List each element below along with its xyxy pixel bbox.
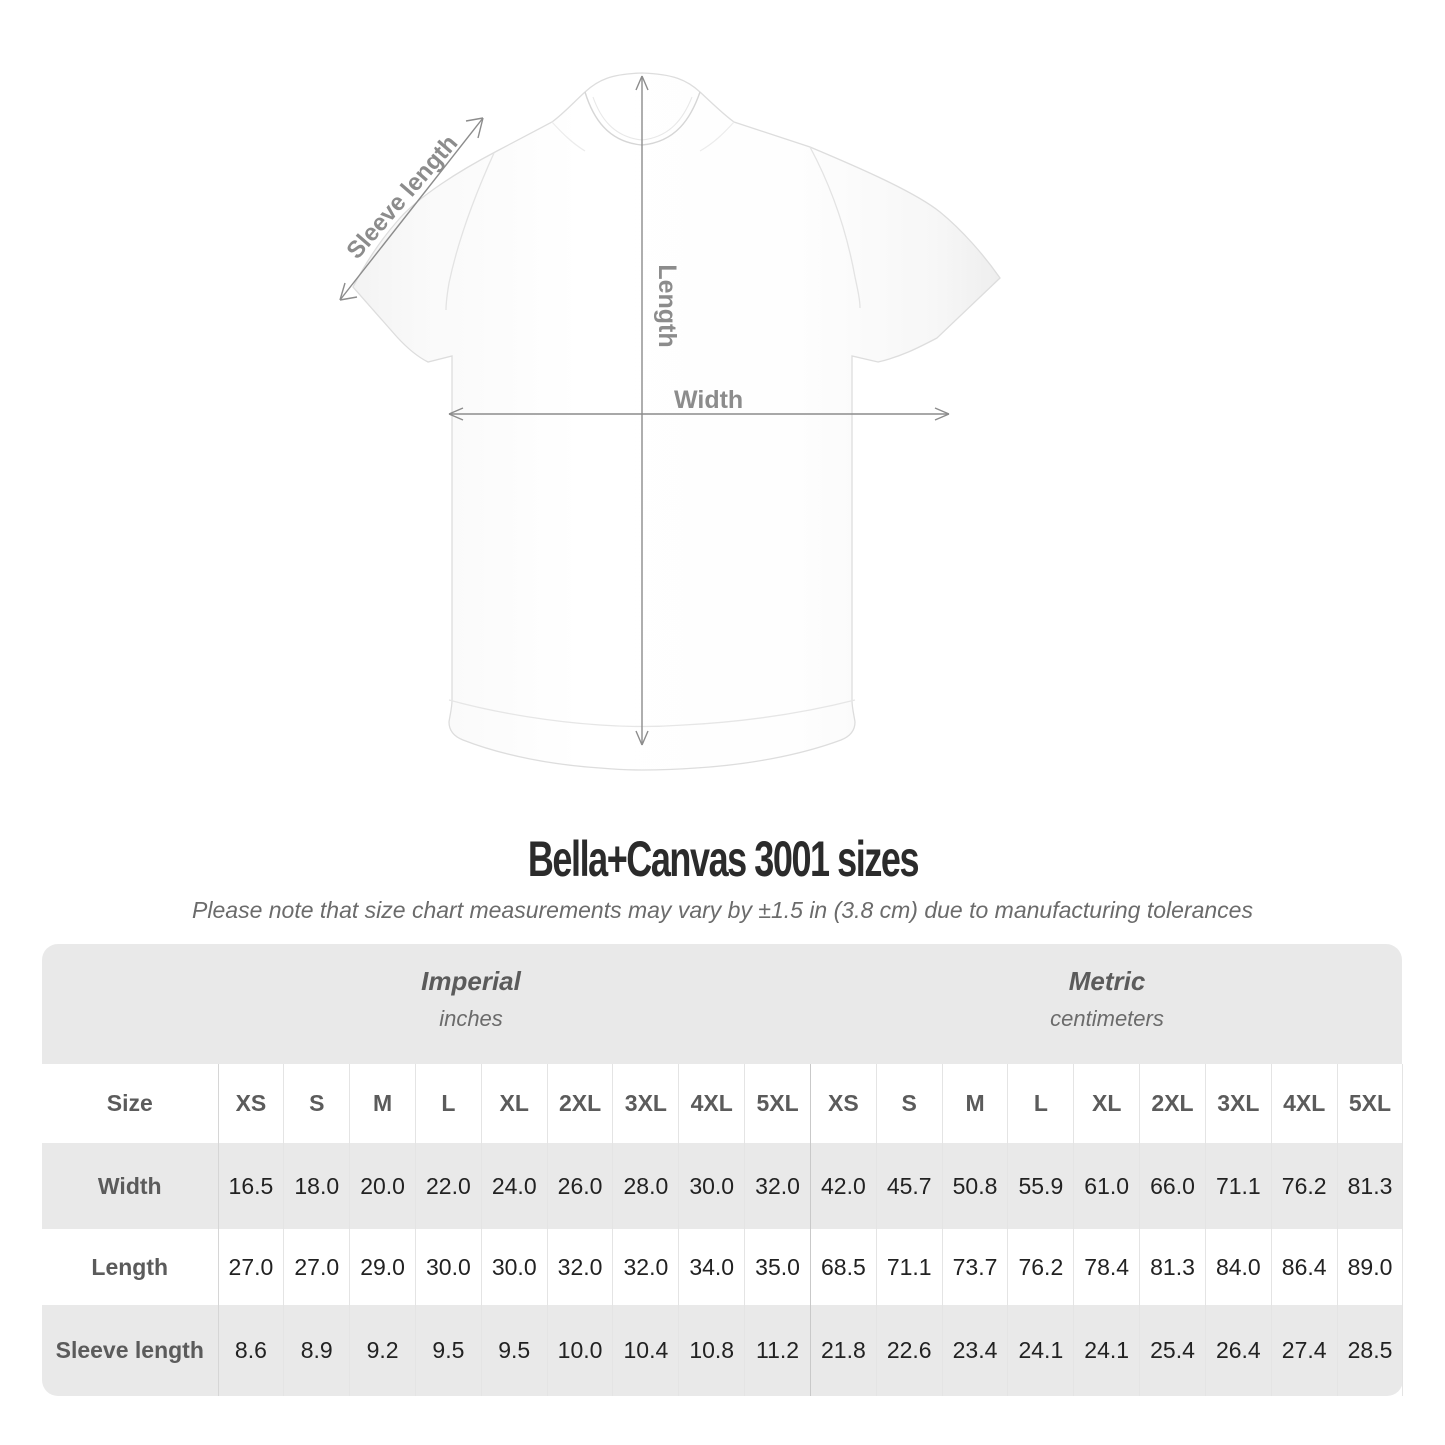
svg-text:Width: Width (674, 386, 743, 414)
svg-text:Length: Length (653, 264, 681, 347)
